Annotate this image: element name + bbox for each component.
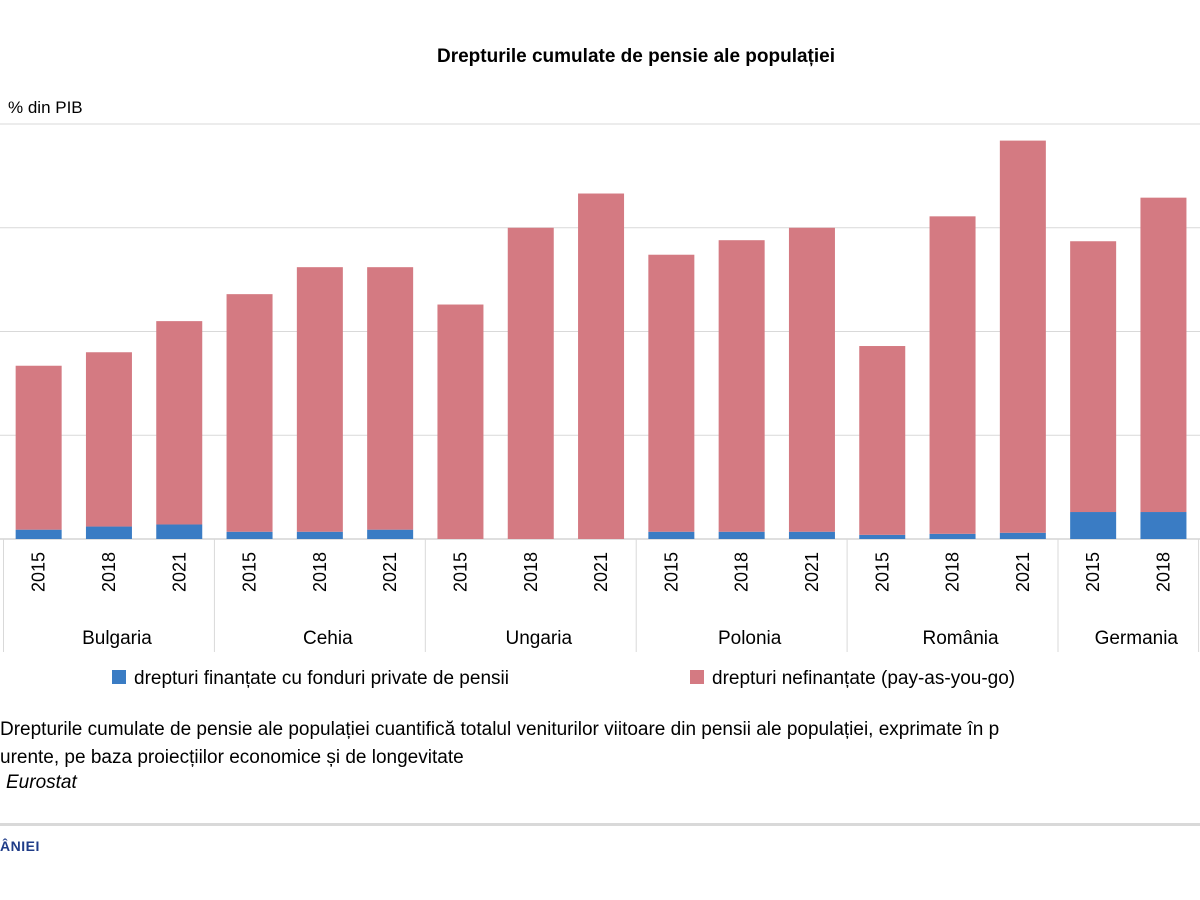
- bar-unfunded: [1140, 197, 1187, 513]
- category-label: Polonia: [718, 628, 782, 649]
- footnote: Drepturile cumulate de pensie ale popula…: [0, 716, 1200, 772]
- bars: [15, 140, 1187, 539]
- bar-funded: [85, 526, 132, 539]
- bar-unfunded: [578, 193, 625, 539]
- x-tick-label: 2015: [661, 552, 681, 592]
- legend-item-unfunded: drepturi nefinanțate (pay-as-you-go): [690, 668, 1015, 690]
- x-tick-label: 2018: [310, 552, 330, 592]
- bar-funded: [156, 524, 203, 539]
- legend-swatch-unfunded: [690, 669, 704, 684]
- x-tick-label: 2021: [380, 552, 400, 592]
- footer-divider: [0, 823, 1200, 826]
- legend: drepturi finanțate cu fonduri private de…: [0, 668, 1200, 694]
- bar-funded: [15, 529, 62, 539]
- bar-unfunded: [15, 365, 62, 530]
- bar-funded: [1070, 512, 1117, 539]
- category-label: Germania: [1095, 628, 1179, 649]
- bar-funded: [648, 531, 695, 539]
- bar-unfunded: [648, 254, 695, 532]
- chart-title: Drepturile cumulate de pensie ale popula…: [436, 46, 836, 67]
- bar-funded: [999, 532, 1046, 539]
- x-tick-label: 2015: [1083, 552, 1103, 592]
- category-axis: 2015 2018 2021 2015 2018 2021 2015 2018 2021 2015…: [3, 539, 1200, 652]
- bar-funded: [1140, 512, 1187, 539]
- x-tick-label: 2015: [240, 552, 260, 592]
- x-tick-label: 2018: [1153, 552, 1173, 592]
- bar-unfunded: [859, 346, 906, 535]
- bar-funded: [929, 533, 976, 539]
- bar-unfunded: [437, 304, 484, 539]
- bar-unfunded: [1070, 241, 1117, 513]
- chart-plot: 2015 2018 2021 2015 2018 2021 2015 2018 2021 2015…: [0, 123, 1200, 652]
- x-tick-label: 2018: [99, 552, 119, 592]
- source-text: Eurostat: [6, 772, 77, 793]
- bar-unfunded: [507, 227, 554, 539]
- bar-unfunded: [226, 294, 273, 532]
- bar-funded: [788, 531, 835, 539]
- bar-unfunded: [929, 216, 976, 534]
- footnote-line-1: Drepturile cumulate de pensie ale popula…: [0, 719, 1000, 740]
- x-tick-label: 2015: [872, 552, 892, 592]
- x-tick-label: 2015: [29, 552, 49, 592]
- bar-unfunded: [367, 267, 414, 530]
- x-tick-label: 2018: [943, 552, 963, 592]
- x-tick-label: 2018: [732, 552, 752, 592]
- bar-funded: [859, 534, 906, 539]
- x-tick-label: 2021: [169, 552, 189, 592]
- bar-unfunded: [85, 352, 132, 527]
- x-tick-label: 2018: [521, 552, 541, 592]
- bar-funded: [367, 529, 414, 539]
- bar-unfunded: [718, 240, 765, 532]
- bar-unfunded: [999, 140, 1046, 533]
- category-label: România: [923, 628, 999, 649]
- x-tick-label: 2021: [802, 552, 822, 592]
- footnote-line-2: urente, pe baza proiecțiilor economice ș…: [0, 747, 464, 768]
- x-tick-label: 2015: [450, 552, 470, 592]
- x-tick-label: 2021: [1013, 552, 1033, 592]
- y-axis-label: % din PIB: [8, 98, 83, 117]
- legend-swatch-funded: [112, 669, 126, 684]
- legend-item-funded: drepturi finanțate cu fonduri private de…: [112, 668, 509, 690]
- category-label: Cehia: [303, 628, 353, 649]
- bar-unfunded: [788, 227, 835, 532]
- footer-brand-text: ÂNIEI: [0, 838, 40, 854]
- bar-unfunded: [156, 321, 203, 525]
- bar-funded: [718, 531, 765, 539]
- bar-funded: [226, 531, 273, 539]
- category-label: Ungaria: [505, 628, 572, 649]
- category-label: Bulgaria: [82, 628, 152, 649]
- x-tick-label: 2021: [591, 552, 611, 592]
- bar-unfunded: [296, 267, 343, 532]
- legend-label-funded: drepturi finanțate cu fonduri private de…: [134, 668, 509, 689]
- bar-funded: [296, 531, 343, 539]
- legend-label-unfunded: drepturi nefinanțate (pay-as-you-go): [712, 668, 1016, 689]
